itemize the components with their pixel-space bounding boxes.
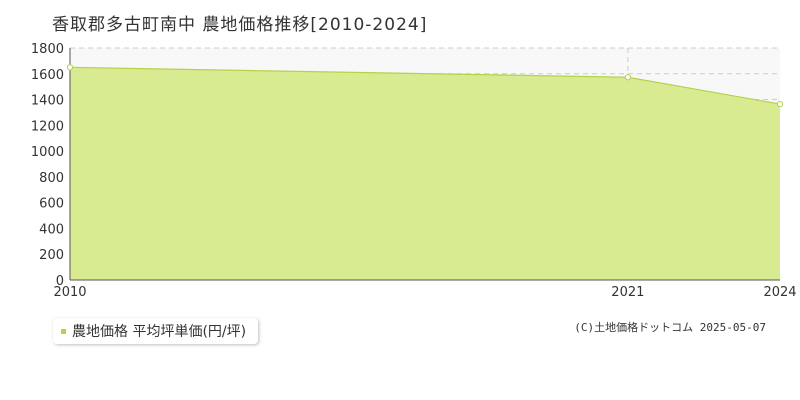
data-point [624, 74, 631, 81]
y-tick-label: 400 [39, 222, 64, 237]
y-tick-label: 200 [39, 248, 64, 263]
y-tick-label: 1000 [31, 145, 64, 160]
legend: 農地価格 平均坪単価(円/坪) [53, 318, 259, 344]
legend-label: 農地価格 平均坪単価(円/坪) [72, 324, 247, 340]
x-tick-label: 2021 [611, 285, 644, 300]
x-tick-label: 2024 [763, 285, 796, 300]
copyright-credit: (C)土地価格ドットコム 2025-05-07 [574, 321, 766, 334]
chart-title: 香取郡多古町南中 農地価格推移[2010-2024] [52, 15, 428, 35]
y-tick-label: 0 [56, 274, 64, 289]
legend-swatch [61, 328, 66, 334]
x-tick-label: 2010 [53, 285, 86, 300]
y-tick-label: 800 [39, 171, 64, 186]
y-tick-label: 1800 [31, 42, 64, 57]
data-point [66, 64, 74, 71]
y-tick-label: 1200 [31, 119, 64, 134]
y-tick-label: 600 [39, 197, 64, 212]
y-tick-label: 1600 [31, 68, 64, 83]
data-point [776, 100, 784, 108]
series-area [70, 67, 780, 280]
y-tick-label: 1400 [31, 94, 64, 109]
